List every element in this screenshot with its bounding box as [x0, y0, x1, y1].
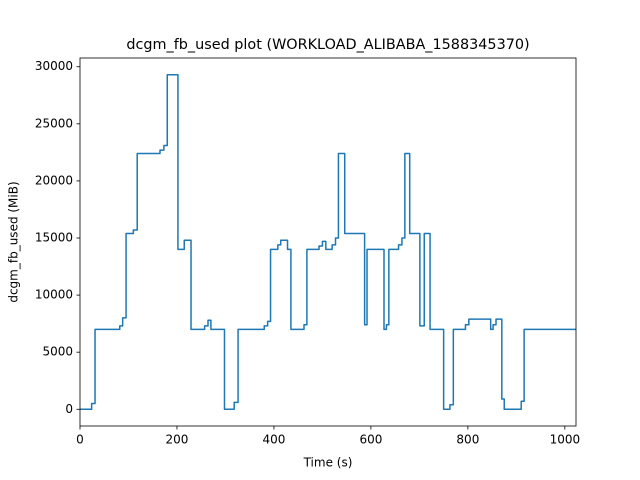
x-tick-label: 0: [76, 433, 84, 447]
plot-frame: [79, 57, 577, 427]
data-line: [80, 73, 576, 411]
chart-title: dcgm_fb_used plot (WORKLOAD_ALIBABA_1588…: [126, 37, 529, 53]
x-tick-label: 1000: [550, 433, 581, 447]
y-tick-label: 25000: [35, 116, 73, 130]
y-tick-label: 20000: [35, 173, 73, 187]
x-axis-label: Time (s): [303, 456, 353, 470]
y-tick-label: 15000: [35, 231, 73, 245]
y-tick-label: 10000: [35, 288, 73, 302]
x-tick-label: 400: [262, 433, 285, 447]
y-tick-label: 5000: [42, 345, 73, 359]
y-tick-label: 0: [65, 402, 73, 416]
y-axis-label: dcgm_fb_used (MiB): [7, 181, 21, 302]
x-tick-label: 200: [166, 433, 189, 447]
x-tick-label: 800: [456, 433, 479, 447]
y-tick-label: 30000: [35, 59, 73, 73]
x-tick-label: 600: [359, 433, 382, 447]
